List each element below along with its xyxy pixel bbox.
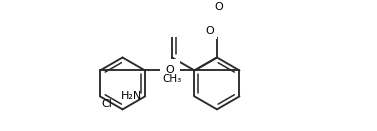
Text: O: O bbox=[166, 65, 174, 75]
Text: Cl: Cl bbox=[101, 99, 112, 109]
Text: O: O bbox=[215, 2, 224, 12]
Text: CH₃: CH₃ bbox=[162, 74, 182, 84]
Text: H₂N: H₂N bbox=[121, 91, 142, 101]
Text: O: O bbox=[205, 26, 214, 36]
